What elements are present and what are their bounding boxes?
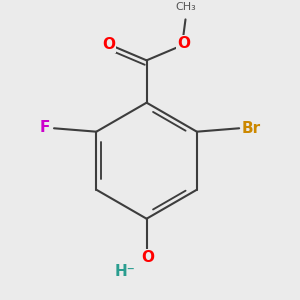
Text: Br: Br: [242, 121, 261, 136]
Text: H⁻: H⁻: [114, 264, 135, 279]
Text: O: O: [141, 250, 154, 265]
Text: F: F: [39, 120, 50, 135]
Text: O: O: [177, 36, 190, 51]
Text: O: O: [102, 37, 115, 52]
Text: CH₃: CH₃: [176, 2, 196, 12]
